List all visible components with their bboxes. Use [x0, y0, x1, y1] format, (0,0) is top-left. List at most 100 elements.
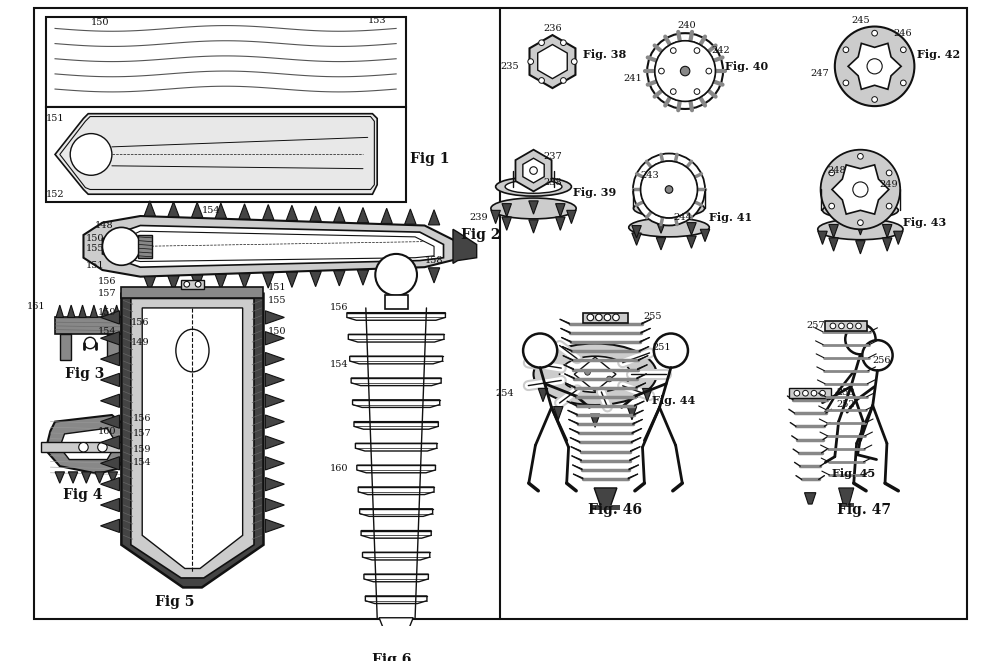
Polygon shape — [102, 225, 444, 267]
Polygon shape — [113, 305, 120, 317]
Polygon shape — [538, 389, 548, 402]
Text: 238: 238 — [543, 178, 562, 187]
Text: 161: 161 — [27, 303, 46, 311]
Circle shape — [596, 314, 602, 321]
Text: 248: 248 — [828, 166, 846, 175]
Polygon shape — [848, 44, 901, 89]
Text: 154: 154 — [330, 360, 349, 369]
Polygon shape — [101, 352, 119, 366]
Polygon shape — [365, 596, 427, 603]
Circle shape — [900, 47, 906, 53]
Circle shape — [900, 80, 906, 86]
Circle shape — [561, 77, 566, 83]
Text: 148: 148 — [95, 221, 113, 230]
Text: 157: 157 — [133, 430, 151, 438]
Text: 154: 154 — [202, 206, 221, 215]
Polygon shape — [101, 477, 119, 490]
Text: 154: 154 — [133, 458, 151, 467]
Text: 245: 245 — [851, 17, 870, 25]
Polygon shape — [523, 158, 544, 183]
Circle shape — [633, 153, 705, 225]
Circle shape — [641, 161, 697, 218]
Text: Fig 4: Fig 4 — [63, 488, 102, 502]
Polygon shape — [856, 241, 865, 254]
Polygon shape — [215, 203, 227, 218]
Polygon shape — [353, 400, 440, 407]
Bar — [591, 505, 620, 510]
Text: Fig 1: Fig 1 — [410, 152, 450, 166]
Text: 152: 152 — [46, 190, 64, 199]
Polygon shape — [144, 201, 155, 216]
Polygon shape — [265, 311, 284, 324]
Text: 246: 246 — [894, 28, 912, 38]
Circle shape — [858, 153, 863, 159]
Text: 156: 156 — [131, 318, 149, 327]
Polygon shape — [101, 373, 119, 387]
Text: Fig 5: Fig 5 — [155, 595, 194, 609]
Text: 154: 154 — [98, 327, 117, 336]
Polygon shape — [829, 238, 838, 251]
Polygon shape — [556, 204, 565, 217]
Text: 157: 157 — [98, 290, 117, 298]
Circle shape — [571, 59, 577, 64]
Polygon shape — [101, 415, 119, 428]
Polygon shape — [360, 509, 433, 516]
Text: Fig 6: Fig 6 — [372, 653, 412, 661]
Polygon shape — [351, 378, 441, 385]
Polygon shape — [265, 415, 284, 428]
Polygon shape — [112, 231, 434, 262]
Text: 254: 254 — [495, 389, 514, 398]
Circle shape — [655, 41, 715, 101]
Text: Fig. 40: Fig. 40 — [725, 61, 768, 72]
Circle shape — [847, 323, 853, 329]
Bar — [46, 107, 406, 202]
Circle shape — [867, 59, 882, 74]
Circle shape — [843, 47, 849, 53]
Polygon shape — [347, 313, 445, 320]
Bar — [121, 287, 263, 299]
Text: 252: 252 — [837, 400, 855, 409]
Text: Fig. 44: Fig. 44 — [652, 395, 695, 407]
Circle shape — [539, 40, 544, 46]
Polygon shape — [265, 457, 284, 470]
Polygon shape — [632, 233, 641, 245]
Circle shape — [606, 376, 612, 382]
Ellipse shape — [633, 200, 705, 217]
Polygon shape — [687, 223, 696, 235]
Polygon shape — [642, 389, 652, 402]
Ellipse shape — [534, 344, 657, 405]
Circle shape — [184, 282, 190, 287]
Circle shape — [886, 203, 892, 209]
Polygon shape — [101, 457, 119, 470]
Circle shape — [843, 80, 849, 86]
Text: Fig. 43: Fig. 43 — [903, 217, 946, 228]
Polygon shape — [83, 216, 462, 277]
Text: 151: 151 — [85, 261, 104, 270]
Polygon shape — [529, 201, 538, 214]
Text: 155: 155 — [268, 296, 287, 305]
Circle shape — [820, 391, 825, 396]
Polygon shape — [529, 35, 575, 88]
Polygon shape — [46, 415, 131, 474]
Text: Fig. 47: Fig. 47 — [837, 503, 891, 517]
Circle shape — [872, 97, 877, 102]
Circle shape — [856, 323, 861, 329]
Ellipse shape — [176, 329, 209, 372]
Circle shape — [98, 442, 107, 452]
Circle shape — [70, 134, 112, 175]
Polygon shape — [381, 208, 392, 223]
Ellipse shape — [491, 198, 576, 219]
Text: 156: 156 — [98, 277, 117, 286]
Circle shape — [680, 66, 690, 76]
Polygon shape — [594, 488, 617, 507]
Polygon shape — [656, 237, 666, 250]
Polygon shape — [95, 472, 104, 483]
Polygon shape — [144, 277, 155, 292]
Ellipse shape — [643, 203, 695, 214]
Polygon shape — [334, 207, 345, 222]
Polygon shape — [882, 225, 892, 238]
Polygon shape — [350, 356, 443, 364]
Circle shape — [858, 220, 863, 225]
Circle shape — [853, 182, 868, 197]
Bar — [107, 334, 119, 360]
